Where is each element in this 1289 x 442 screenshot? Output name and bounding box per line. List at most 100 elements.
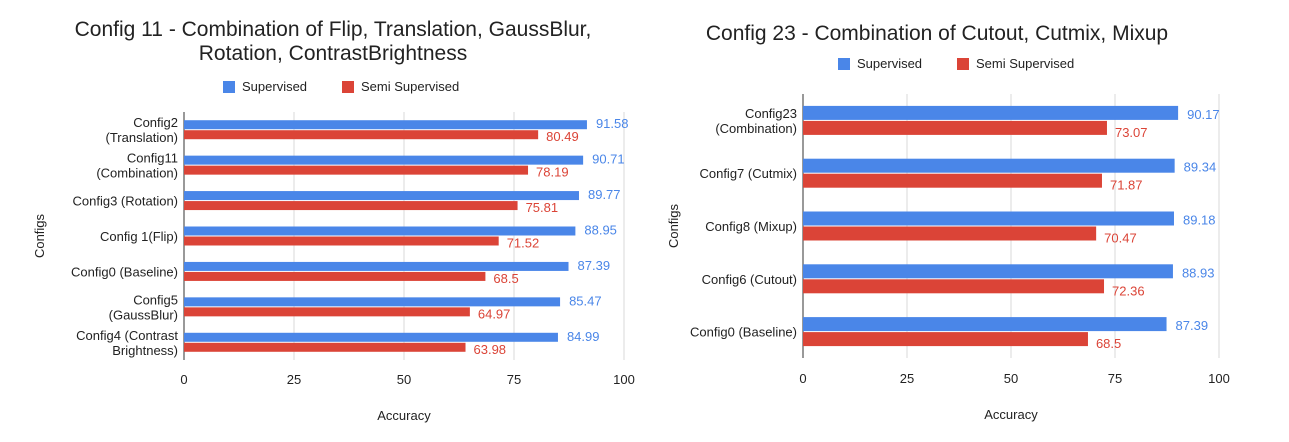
x-tick-label: 0 xyxy=(180,372,187,387)
data-label-supervised: 90.71 xyxy=(592,152,625,167)
data-label-supervised: 90.17 xyxy=(1187,107,1220,122)
category-label: Config8 (Mixup) xyxy=(705,219,797,234)
data-label-semi-supervised: 68.5 xyxy=(1096,336,1121,351)
bar-semi-supervised xyxy=(803,226,1097,241)
bar-semi-supervised xyxy=(184,165,529,175)
data-label-semi-supervised: 75.81 xyxy=(526,200,559,215)
legend-label: Supervised xyxy=(857,56,922,71)
bar-supervised xyxy=(803,317,1167,332)
bar-semi-supervised xyxy=(803,332,1088,347)
x-tick-label: 75 xyxy=(1108,371,1122,386)
data-label-supervised: 88.95 xyxy=(584,223,617,238)
y-axis-title: Configs xyxy=(32,213,47,258)
data-label-semi-supervised: 73.07 xyxy=(1115,125,1148,140)
category-label-line: Config0 (Baseline) xyxy=(71,264,178,279)
data-label-supervised: 91.58 xyxy=(596,116,629,131)
chart-left: Config 11 - Combination of Flip, Transla… xyxy=(32,18,635,423)
chart-right: Config 23 - Combination of Cutout, Cutmi… xyxy=(650,0,1289,442)
x-axis-title: Accuracy xyxy=(377,408,431,423)
data-label-semi-supervised: 80.49 xyxy=(546,129,579,144)
bar-supervised xyxy=(184,332,558,342)
category-label: Config23 (Combination) xyxy=(715,106,797,136)
legend-swatch xyxy=(342,81,354,93)
x-tick-label: 50 xyxy=(1004,371,1018,386)
data-label-semi-supervised: 63.98 xyxy=(474,342,507,357)
category-label-line: Config0 (Baseline) xyxy=(690,325,797,340)
category-label: Config11 (Combination) xyxy=(96,151,178,181)
data-label-supervised: 85.47 xyxy=(569,293,602,308)
data-label-semi-supervised: 64.97 xyxy=(478,306,511,321)
x-tick-label: 0 xyxy=(799,371,806,386)
chart-right-svg: Config 23 - Combination of Cutout, Cutmi… xyxy=(666,22,1230,422)
chart-left-svg: Config 11 - Combination of Flip, Transla… xyxy=(32,18,635,423)
bar-semi-supervised xyxy=(803,279,1105,294)
category-label-line: Config3 (Rotation) xyxy=(73,194,179,209)
data-label-semi-supervised: 71.52 xyxy=(507,236,540,251)
category-label-line: Config11 xyxy=(127,151,178,166)
bar-semi-supervised xyxy=(184,236,499,246)
category-label-line: (Translation) xyxy=(106,130,178,145)
category-label-line: Config8 (Mixup) xyxy=(705,219,797,234)
y-axis-title: Configs xyxy=(666,203,681,248)
bar-supervised xyxy=(803,264,1173,279)
category-label-line: (Combination) xyxy=(96,166,178,181)
bar-semi-supervised xyxy=(184,271,486,281)
category-label: Config0 (Baseline) xyxy=(690,325,797,340)
category-label-line: Config23 xyxy=(745,106,797,121)
chart-title: Config 11 - Combination of Flip, Transla… xyxy=(75,18,592,65)
bar-semi-supervised xyxy=(184,130,539,140)
legend-label: Semi Supervised xyxy=(361,79,459,94)
bar-supervised xyxy=(184,297,561,307)
x-tick-label: 100 xyxy=(613,372,635,387)
category-label: Config7 (Cutmix) xyxy=(699,166,797,181)
category-label: Config2 (Translation) xyxy=(106,115,178,145)
data-label-semi-supervised: 70.47 xyxy=(1104,231,1137,246)
x-tick-label: 75 xyxy=(507,372,521,387)
category-label-line: Config 1(Flip) xyxy=(100,229,178,244)
x-tick-label: 100 xyxy=(1208,371,1230,386)
data-label-semi-supervised: 72.36 xyxy=(1112,283,1145,298)
bar-supervised xyxy=(803,211,1174,226)
bar-supervised xyxy=(803,105,1179,120)
category-label: Config0 (Baseline) xyxy=(71,264,178,279)
category-label-line: Config2 xyxy=(133,115,178,130)
data-label-supervised: 87.39 xyxy=(578,258,611,273)
bar-semi-supervised xyxy=(184,342,466,352)
category-label-line: (GaussBlur) xyxy=(109,307,178,322)
bar-supervised xyxy=(184,155,584,165)
category-label-line: Config7 (Cutmix) xyxy=(699,166,797,181)
category-label: Config4 (Contrast Brightness) xyxy=(76,328,178,358)
data-label-supervised: 88.93 xyxy=(1182,265,1215,280)
bar-supervised xyxy=(184,191,579,201)
data-label-semi-supervised: 78.19 xyxy=(536,165,569,180)
category-label-line: Brightness) xyxy=(112,343,178,358)
category-label: Config5 (GaussBlur) xyxy=(109,292,178,322)
chart-title-line: Rotation, ContrastBrightness xyxy=(199,42,467,65)
bar-semi-supervised xyxy=(803,120,1107,135)
x-tick-label: 25 xyxy=(287,372,301,387)
bar-supervised xyxy=(184,226,576,236)
chart-title-line: Config 11 - Combination of Flip, Transla… xyxy=(75,18,592,41)
category-label: Config 1(Flip) xyxy=(100,229,178,244)
data-label-supervised: 89.18 xyxy=(1183,213,1216,228)
legend: Supervised Semi Supervised xyxy=(223,79,459,94)
category-label-line: (Combination) xyxy=(715,121,797,136)
data-label-supervised: 89.34 xyxy=(1184,160,1217,175)
bar-supervised xyxy=(184,261,569,271)
data-label-semi-supervised: 68.5 xyxy=(493,271,518,286)
category-label-line: Config5 xyxy=(133,292,178,307)
data-label-supervised: 84.99 xyxy=(567,329,600,344)
legend-swatch xyxy=(957,58,969,70)
chart-title-line: Config 23 - Combination of Cutout, Cutmi… xyxy=(706,22,1168,45)
data-label-supervised: 87.39 xyxy=(1176,318,1209,333)
bar-semi-supervised xyxy=(803,173,1102,188)
chart-title: Config 23 - Combination of Cutout, Cutmi… xyxy=(706,22,1168,45)
legend-swatch xyxy=(223,81,235,93)
x-axis-title: Accuracy xyxy=(984,407,1038,422)
bar-semi-supervised xyxy=(184,201,518,211)
data-label-semi-supervised: 71.87 xyxy=(1110,178,1143,193)
legend-label: Supervised xyxy=(242,79,307,94)
category-label: Config6 (Cutout) xyxy=(702,272,797,287)
x-tick-label: 25 xyxy=(900,371,914,386)
category-label: Config3 (Rotation) xyxy=(73,194,179,209)
